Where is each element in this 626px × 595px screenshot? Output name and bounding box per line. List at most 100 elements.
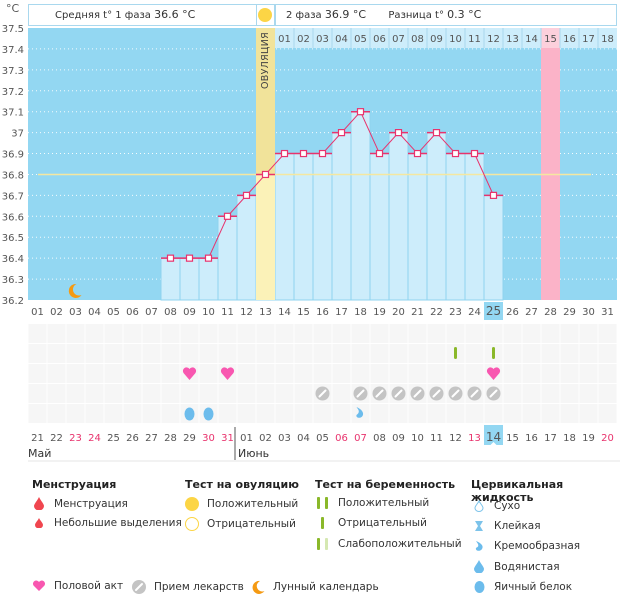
calendar-cell	[123, 364, 142, 383]
calendar-cell	[389, 404, 408, 423]
legend-cf-dry: Сухо	[468, 500, 520, 512]
calendar-cell	[332, 324, 351, 343]
calendar-date: 22	[50, 433, 63, 444]
calendar-cell	[427, 404, 446, 423]
calendar-cell	[237, 364, 256, 383]
calendar-cell	[275, 344, 294, 363]
calendar-cell	[465, 364, 484, 383]
calendar-cell	[465, 404, 484, 423]
calendar-date: 12	[449, 433, 462, 444]
x-tick-label: 27	[525, 307, 538, 318]
calendar-date: 15	[506, 433, 519, 444]
y-tick-label: 37.1	[2, 108, 24, 119]
calendar-cell	[85, 404, 104, 423]
calendar-cell	[180, 384, 199, 403]
creamy-icon	[356, 407, 364, 418]
sun-icon	[258, 8, 272, 22]
pill-icon	[128, 580, 150, 594]
calendar-date: 02	[259, 433, 272, 444]
x-tick-label: 25	[486, 304, 501, 318]
temp-point	[470, 149, 479, 158]
ovulation-label: ОВУЛЯЦИЯ	[260, 31, 271, 89]
top-day-label: 08	[411, 34, 424, 45]
calendar-date: 20	[601, 433, 614, 444]
legend-label: Отрицательный	[207, 518, 296, 530]
calendar-cell	[541, 324, 560, 343]
water-drop-icon	[468, 560, 490, 573]
calendar-cell	[123, 404, 142, 423]
y-tick-label: 36.3	[2, 275, 24, 286]
calendar-cell	[503, 384, 522, 403]
legend-label: Слабоположительный	[338, 538, 462, 550]
calendar-cell	[275, 364, 294, 383]
calendar-cell	[522, 364, 541, 383]
phase1-summary: Средняя t° 1 фаза 36.6 °C	[28, 4, 257, 26]
calendar-cell	[256, 364, 275, 383]
calendar-cell	[85, 384, 104, 403]
calendar-cell	[123, 344, 142, 363]
today-cell	[484, 425, 503, 445]
calendar-cell	[85, 364, 104, 383]
phase2-label: 2 фаза	[286, 10, 322, 21]
x-tick-label: 19	[373, 307, 386, 318]
legend-ptest-weak: Слабоположительный	[312, 538, 462, 550]
calendar-cell	[218, 384, 237, 403]
calendar-cell	[256, 404, 275, 423]
temp-bar	[274, 153, 295, 301]
calendar-cell	[427, 344, 446, 363]
calendar-cell	[522, 384, 541, 403]
x-tick-label: 24	[468, 307, 481, 318]
calendar-date: 03	[278, 433, 291, 444]
x-tick-label: 28	[544, 307, 557, 318]
x-tick-label: 26	[506, 307, 519, 318]
calendar-cell	[47, 324, 66, 343]
calendar-cell	[560, 344, 579, 363]
calendar-date: 31	[221, 433, 234, 444]
top-day-label: 05	[354, 34, 367, 45]
calendar-cell	[28, 344, 47, 363]
event-calendar: 21 22 23 24 25 26 27 28 29 30 31 01 02 03 04 05 06 07 08 09…	[28, 324, 620, 462]
y-tick-label: 36.4	[2, 254, 24, 265]
legend-cervical-title: Цервикальная жидкость	[471, 478, 564, 504]
calendar-cell	[503, 324, 522, 343]
calendar-cell	[370, 344, 389, 363]
x-tick-label: 22	[430, 307, 443, 318]
sun-outline-icon	[181, 517, 203, 531]
pill-icon-slash	[318, 389, 327, 398]
calendar-cell	[256, 324, 275, 343]
calendar-cell	[199, 384, 218, 403]
y-tick-label: 36.6	[2, 212, 24, 223]
hourglass-icon	[468, 520, 490, 532]
legend-pregnancy-test-title: Тест на беременность	[315, 478, 456, 491]
calendar-date: 23	[69, 433, 82, 444]
pill-icon-slash	[489, 389, 498, 398]
calendar-date: 21	[31, 433, 44, 444]
today-pointer	[490, 442, 497, 445]
calendar-cell	[484, 324, 503, 343]
phase2-summary: 2 фаза 36.9 °C Разница t° 0.3 °C	[275, 4, 617, 26]
calendar-cell	[503, 364, 522, 383]
calendar-cell	[351, 324, 370, 343]
temp-bar	[312, 153, 333, 301]
calendar-cell	[541, 364, 560, 383]
x-tick-label: 09	[183, 307, 196, 318]
calendar-date: 08	[373, 433, 386, 444]
pregnancy-test-icon	[454, 347, 457, 359]
temp-point	[413, 149, 422, 158]
calendar-cell	[503, 344, 522, 363]
legend-medication: Прием лекарств	[128, 580, 244, 594]
calendar-cell	[199, 344, 218, 363]
temp-point	[280, 149, 289, 158]
calendar-cell	[142, 404, 161, 423]
temp-point	[185, 254, 194, 262]
calendar-cell	[104, 344, 123, 363]
temp-bar	[445, 153, 466, 301]
calendar-cell	[28, 384, 47, 403]
pill-icon-slash	[451, 389, 460, 398]
calendar-cell	[598, 364, 617, 383]
calendar-cell	[142, 384, 161, 403]
calendar-cell	[332, 384, 351, 403]
calendar-cell	[47, 344, 66, 363]
temp-point	[356, 108, 365, 116]
calendar-cell	[427, 364, 446, 383]
